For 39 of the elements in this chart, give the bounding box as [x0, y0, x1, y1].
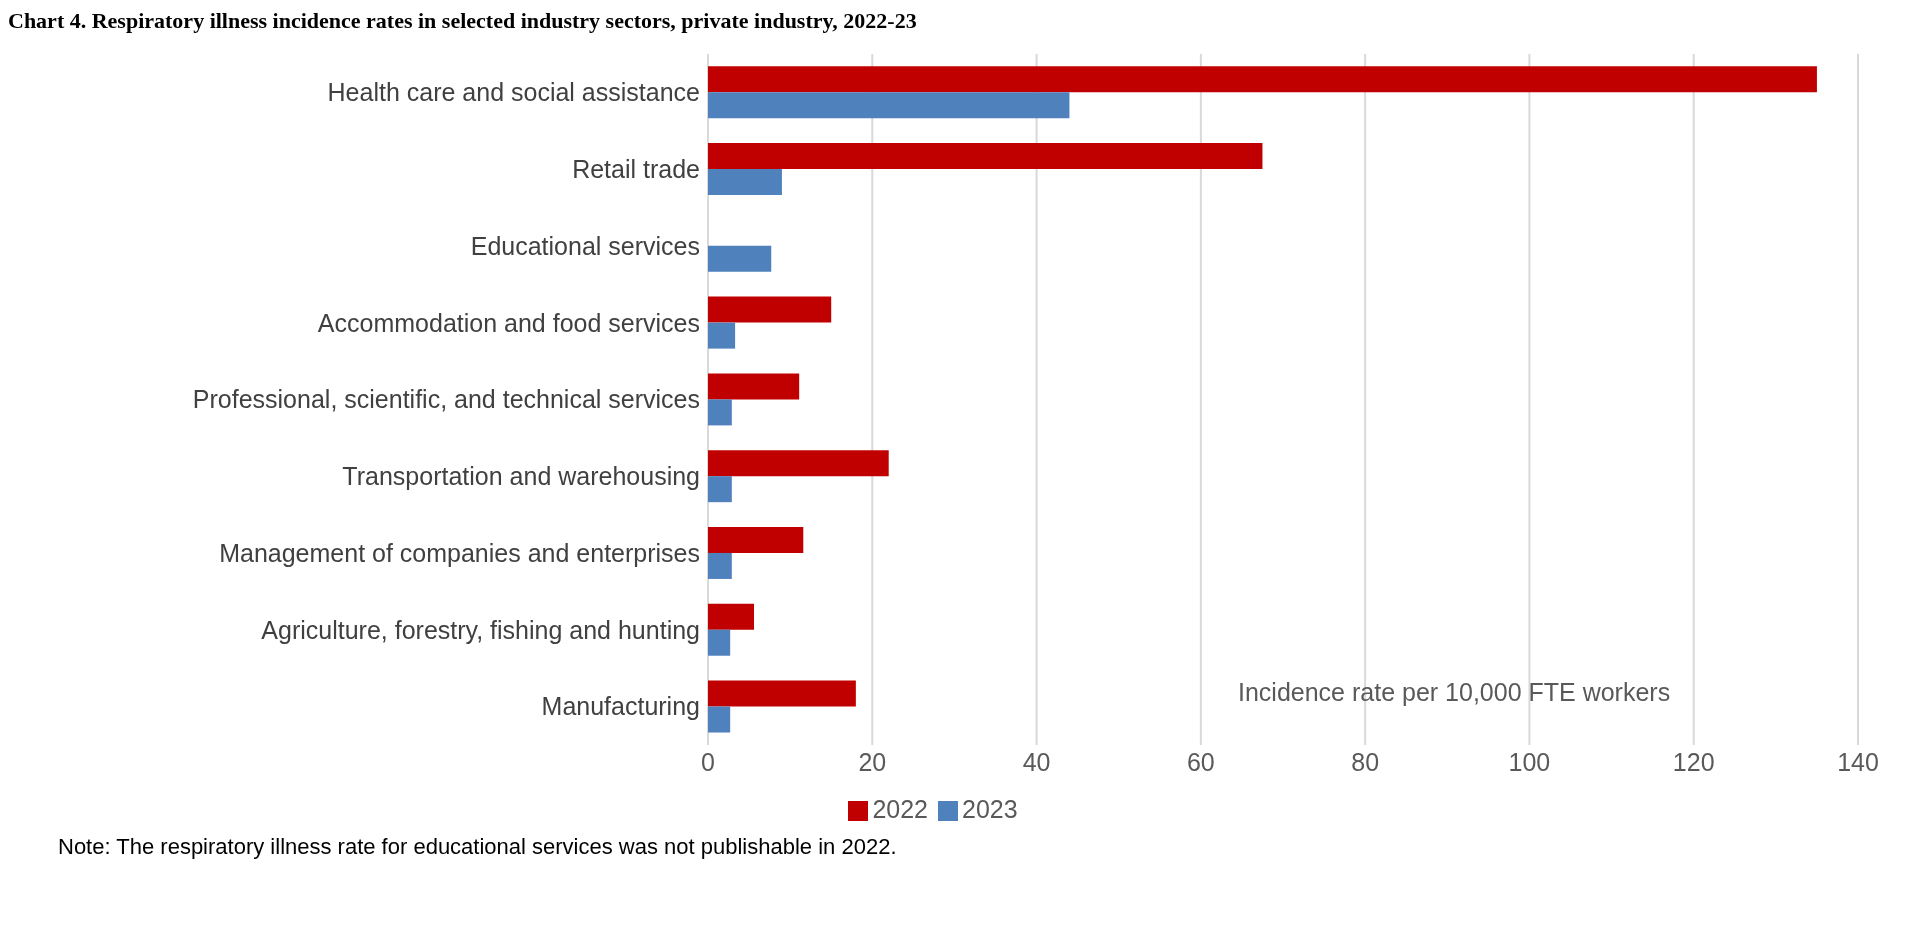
y-tick-label: Manufacturing — [541, 692, 700, 721]
bar — [708, 706, 731, 733]
text: Note: The respiratory illness rate for educational services was not publishable in 2022. — [58, 834, 898, 860]
text: Chart 4. Respiratory illness incidence rates in selected industry sectors, private industry, 2022-23 — [8, 8, 918, 34]
x-tick-label: 80 — [1351, 747, 1380, 776]
bar — [708, 603, 754, 630]
y-tick-label: Agriculture, forestry, fishing and hunting — [261, 615, 700, 644]
x-tick-label: 120 — [1672, 747, 1715, 776]
y-tick-label: Professional, scientific, and technical services — [192, 385, 700, 414]
bar — [708, 399, 732, 426]
x-tick-label: 0 — [701, 747, 715, 776]
bar — [708, 245, 772, 272]
bar — [708, 450, 889, 477]
annotation: Incidence rate per 10,000 FTE workers — [1238, 678, 1671, 707]
x-tick-label: 20 — [858, 747, 887, 776]
x-tick-label: 40 — [1022, 747, 1051, 776]
y-tick-label: Transportation and warehousing — [342, 462, 700, 491]
y-tick-label: Accommodation and food services — [317, 308, 700, 337]
y-tick-label: Management of companies and enterprises — [219, 538, 700, 567]
y-tick-label: Health care and social assistance — [327, 78, 700, 107]
bar — [708, 169, 782, 196]
bar — [708, 629, 731, 656]
x-tick-label: 100 — [1508, 747, 1551, 776]
x-tick-label: 60 — [1186, 747, 1215, 776]
bar — [708, 66, 1817, 93]
bar — [708, 552, 732, 579]
bar — [708, 680, 856, 707]
x-tick-label: 140 — [1837, 747, 1879, 776]
bar — [708, 373, 800, 400]
y-tick-label: Retail trade — [572, 155, 700, 184]
bar — [708, 143, 1263, 170]
bar — [708, 476, 732, 503]
bar — [708, 92, 1070, 119]
legend-label: 2023 — [962, 795, 1018, 823]
bar — [708, 322, 736, 349]
bar — [708, 526, 804, 553]
legend-label: 2022 — [872, 795, 928, 823]
bar — [708, 296, 832, 323]
y-tick-label: Educational services — [470, 231, 700, 260]
